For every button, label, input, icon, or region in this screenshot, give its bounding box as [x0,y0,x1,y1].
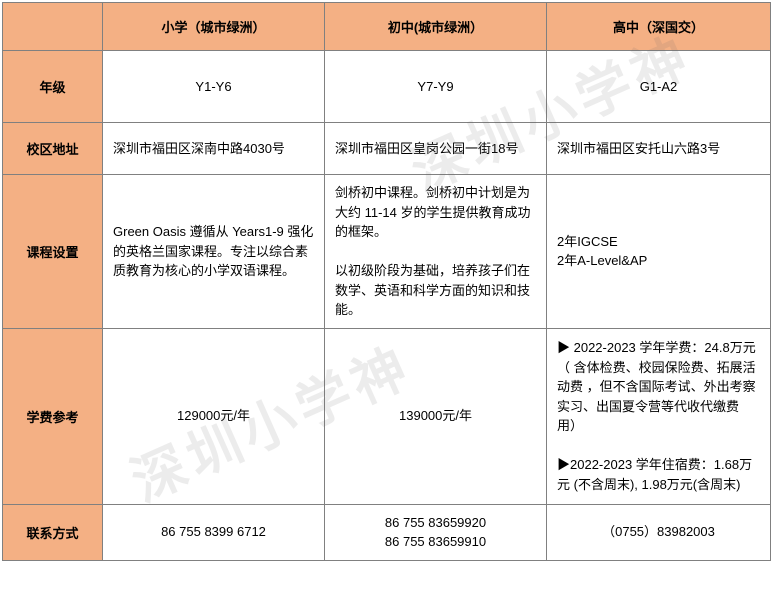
row-fee: 学费参考 129000元/年 139000元/年 ▶ 2022-2023 学年学… [3,328,771,504]
fee-primary: 129000元/年 [103,328,325,504]
label-address: 校区地址 [3,123,103,175]
label-grade: 年级 [3,51,103,123]
contact-middle: 86 755 83659920 86 755 83659910 [325,504,547,560]
label-fee: 学费参考 [3,328,103,504]
address-high: 深圳市福田区安托山六路3号 [547,123,771,175]
contact-primary: 86 755 8399 6712 [103,504,325,560]
header-high: 高中（深国交） [547,3,771,51]
header-middle: 初中(城市绿洲） [325,3,547,51]
grade-primary: Y1-Y6 [103,51,325,123]
header-primary: 小学（城市绿洲） [103,3,325,51]
header-blank [3,3,103,51]
contact-high: （0755）83982003 [547,504,771,560]
school-info-table: 小学（城市绿洲） 初中(城市绿洲） 高中（深国交） 年级 Y1-Y6 Y7-Y9… [2,2,771,561]
course-primary: Green Oasis 遵循从 Years1-9 强化的英格兰国家课程。专注以综… [103,175,325,329]
row-contact: 联系方式 86 755 8399 6712 86 755 83659920 86… [3,504,771,560]
address-middle: 深圳市福田区皇岗公园一街18号 [325,123,547,175]
fee-high: ▶ 2022-2023 学年学费：24.8万元（ 含体检费、校园保险费、拓展活动… [547,328,771,504]
row-course: 课程设置 Green Oasis 遵循从 Years1-9 强化的英格兰国家课程… [3,175,771,329]
grade-middle: Y7-Y9 [325,51,547,123]
course-high: 2年IGCSE 2年A-Level&AP [547,175,771,329]
label-contact: 联系方式 [3,504,103,560]
row-address: 校区地址 深圳市福田区深南中路4030号 深圳市福田区皇岗公园一街18号 深圳市… [3,123,771,175]
grade-high: G1-A2 [547,51,771,123]
address-primary: 深圳市福田区深南中路4030号 [103,123,325,175]
course-middle: 剑桥初中课程。剑桥初中计划是为大约 11-14 岁的学生提供教育成功的框架。 以… [325,175,547,329]
fee-middle: 139000元/年 [325,328,547,504]
row-grade: 年级 Y1-Y6 Y7-Y9 G1-A2 [3,51,771,123]
label-course: 课程设置 [3,175,103,329]
header-row: 小学（城市绿洲） 初中(城市绿洲） 高中（深国交） [3,3,771,51]
